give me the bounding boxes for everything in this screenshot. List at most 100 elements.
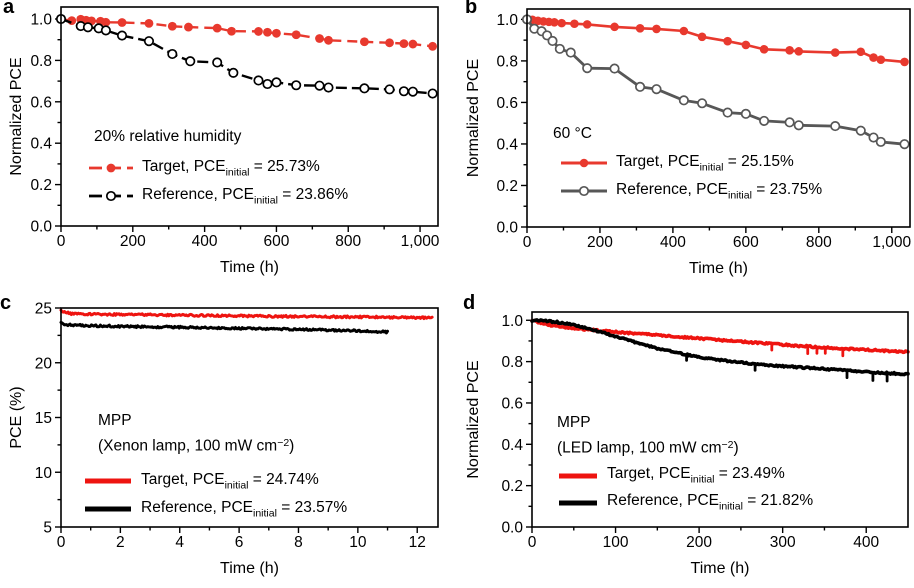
text-run: Target, PCE (616, 152, 700, 170)
plot-frame (526, 8, 911, 228)
y-tick-label: 5 (43, 520, 52, 537)
y-tick-label: 0.4 (501, 437, 523, 454)
y-tick-label: 0.6 (30, 94, 52, 111)
panel-label-d: d (463, 292, 476, 314)
series-reference-markers (55, 13, 438, 99)
axis-ticks (55, 307, 418, 533)
legend-swatch-reference (89, 190, 133, 202)
series-target-line (59, 308, 434, 321)
series-reference-line (60, 17, 433, 95)
text-run: = 25.73% (249, 157, 320, 175)
text-run: ) (289, 437, 295, 455)
text-run: = 23.86% (277, 185, 349, 203)
text-run: Reference, PCE (616, 180, 728, 198)
annotation-conditions: 20% relative humidity (94, 126, 241, 148)
x-tick-label: 200 (686, 534, 712, 551)
x-axis-title: Time (h) (689, 260, 748, 277)
chart-thermal-stability: 0 200 400 600 800 1,000 0.0 0.2 0.4 0.6 0.8 1.0 Time… (465, 8, 912, 277)
legend-item-reference: Reference, PCEinitial = 23.86% (88, 182, 348, 210)
annotation-line: (LED lamp, 100 mW cm−2) (557, 434, 739, 460)
y-tick-label: 0.0 (496, 220, 518, 237)
panel-d: d 0 100 200 300 400 0.0 0.2 0.4 0.6 0.8 1.0 Time (h… (457, 292, 914, 588)
text-run: = 21.82% (742, 492, 814, 510)
y-tick-label: 0.4 (496, 136, 518, 153)
plot-frame (531, 311, 909, 528)
legend-swatch-target (89, 163, 133, 173)
text-run: MPP (98, 412, 132, 429)
x-tick-label: 1,000 (401, 233, 440, 250)
legend-item-target: Target, PCEinitial = 25.73% (88, 154, 348, 182)
series-reference-line (530, 318, 910, 377)
x-tick-label: 100 (603, 534, 629, 551)
x-tick-label: 10 (349, 534, 367, 551)
legend-item-target: Target, PCEinitial = 25.15% (560, 149, 822, 177)
y-tick-label: 0.0 (501, 520, 523, 537)
y-tick-label: 0.8 (496, 53, 518, 70)
annotation-line: 20% relative humidity (94, 126, 241, 148)
legend: Target, PCEinitial = 25.15% Reference, PC… (560, 149, 822, 205)
text-run: = 23.49% (714, 465, 785, 483)
y-tick-label: 0.0 (30, 219, 52, 236)
subscript-text: initial (728, 189, 752, 202)
y-tick-label: 0.2 (496, 178, 518, 195)
text-run: MPP (557, 414, 591, 431)
y-axis-title: Normalized PCE (465, 360, 482, 478)
legend-swatch-target (561, 158, 607, 168)
legend-label: Reference, PCEinitial = 23.57% (141, 499, 347, 520)
annotation-line: 60 °C (553, 123, 592, 145)
x-axis-title: Time (h) (691, 560, 750, 577)
y-axis-title: Normalized PCE (465, 59, 482, 177)
text-run: Target, PCE (607, 465, 691, 483)
plot-frame (60, 307, 439, 528)
legend-label: Target, PCEinitial = 25.15% (616, 153, 794, 174)
y-axis-title: PCE (%) (8, 386, 25, 448)
legend-item-reference: Reference, PCEinitial = 23.75% (560, 177, 822, 205)
y-tick-label: 0.8 (30, 53, 52, 70)
legend-swatch-reference (559, 500, 597, 505)
y-tick-label: 1.0 (496, 12, 518, 29)
x-tick-label: 300 (770, 534, 796, 551)
text-run: (Xenon lamp, 100 mW cm (98, 437, 278, 455)
legend: Target, PCEinitial = 25.73% Reference, PC… (88, 154, 348, 210)
y-tick-label: 25 (35, 301, 52, 318)
y-tick-label: 0.6 (501, 395, 523, 412)
chart-humidity-stability: 0 200 400 600 800 1,000 0.0 0.2 0.4 0.6 0.8 1.0 Time… (8, 6, 440, 276)
series-target-line (530, 318, 910, 355)
annotation-line: MPP (557, 412, 739, 434)
legend-item-reference: Reference, PCEinitial = 21.82% (558, 489, 813, 516)
y-tick-label: 0.2 (30, 177, 52, 194)
subscript-text: initial (224, 479, 249, 492)
y-tick-label: 1.0 (501, 313, 523, 330)
text-run: (LED lamp, 100 mW cm (557, 439, 722, 457)
panel-label-c: c (0, 292, 12, 314)
annotation-conditions: MPP (LED lamp, 100 mW cm−2) (557, 412, 739, 460)
x-tick-label: 200 (587, 234, 613, 251)
chart-mpp-xenon: 0 2 4 6 8 10 12 5 10 15 20 25 Time (h) PCE (%) (8, 301, 439, 577)
x-tick-label: 800 (335, 233, 361, 250)
plot-frame (60, 6, 439, 227)
subscript-text: initial (253, 507, 277, 520)
x-tick-label: 6 (235, 534, 244, 551)
x-tick-label: 0 (57, 233, 66, 250)
x-tick-label: 800 (806, 234, 832, 251)
text-run: = 24.74% (248, 470, 319, 488)
chart-mpp-led: 0 100 200 300 400 0.0 0.2 0.4 0.6 0.8 1.0 Time (h) N… (465, 311, 910, 577)
legend-label: Target, PCEinitial = 24.74% (141, 471, 319, 492)
legend-swatch-reference (85, 506, 131, 512)
x-tick-label: 0 (528, 534, 537, 551)
subscript-text: initial (719, 500, 743, 513)
y-tick-label: 0.4 (30, 136, 52, 153)
y-tick-label: 20 (35, 355, 53, 372)
series-reference-markers (521, 14, 910, 150)
x-tick-label: 1,000 (872, 234, 911, 251)
x-tick-label: 12 (409, 534, 426, 551)
y-axis-title: Normalized PCE (8, 57, 25, 175)
text-run: Reference, PCE (141, 498, 253, 516)
panel-b: b 0 200 400 600 800 1,000 0.0 0.2 0.4 0.6 0.8 1.0 Ti… (457, 0, 914, 294)
text-run: 20% relative humidity (94, 128, 242, 145)
y-tick-label: 15 (35, 410, 52, 427)
subscript-text: initial (254, 194, 278, 207)
panel-c: c 0 2 4 6 8 10 12 5 10 15 20 25 Time (h) PCE (%) MPP (… (0, 292, 457, 588)
x-tick-label: 400 (192, 233, 218, 250)
